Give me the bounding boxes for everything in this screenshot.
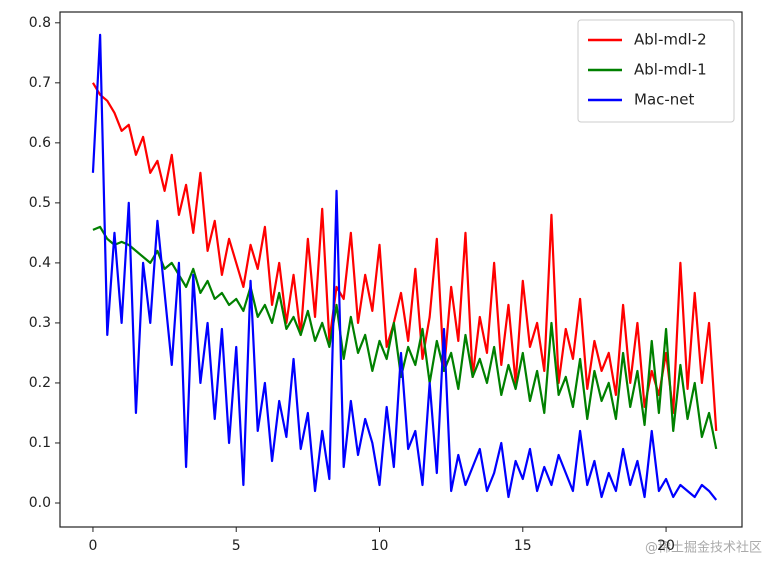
x-tick-label: 20 bbox=[657, 538, 675, 554]
legend-label: Abl-mdl-1 bbox=[634, 61, 707, 79]
watermark: @稀土掘金技术社区 bbox=[645, 540, 762, 556]
y-tick-label: 0.4 bbox=[29, 255, 51, 271]
x-tick-label: 15 bbox=[514, 538, 532, 554]
y-tick-label: 0.3 bbox=[29, 315, 51, 331]
x-tick-label: 10 bbox=[371, 538, 389, 554]
y-tick-label: 0.8 bbox=[29, 15, 51, 31]
y-tick-label: 0.7 bbox=[29, 75, 51, 91]
legend-box bbox=[577, 19, 735, 123]
series-line bbox=[92, 225, 718, 450]
y-tick-label: 0.2 bbox=[29, 375, 51, 391]
series-line bbox=[92, 82, 718, 432]
y-tick-label: 0.1 bbox=[29, 435, 51, 451]
y-tick-label: 0.0 bbox=[29, 495, 51, 511]
y-tick-label: 0.5 bbox=[29, 195, 51, 211]
legend-label: Abl-mdl-2 bbox=[634, 31, 707, 49]
x-tick-label: 5 bbox=[232, 538, 241, 554]
legend-label: Mac-net bbox=[634, 91, 695, 109]
series-line bbox=[91, 33, 718, 501]
plot-frame bbox=[59, 11, 743, 528]
x-tick-label: 0 bbox=[88, 538, 97, 554]
y-tick-label: 0.6 bbox=[29, 135, 51, 151]
